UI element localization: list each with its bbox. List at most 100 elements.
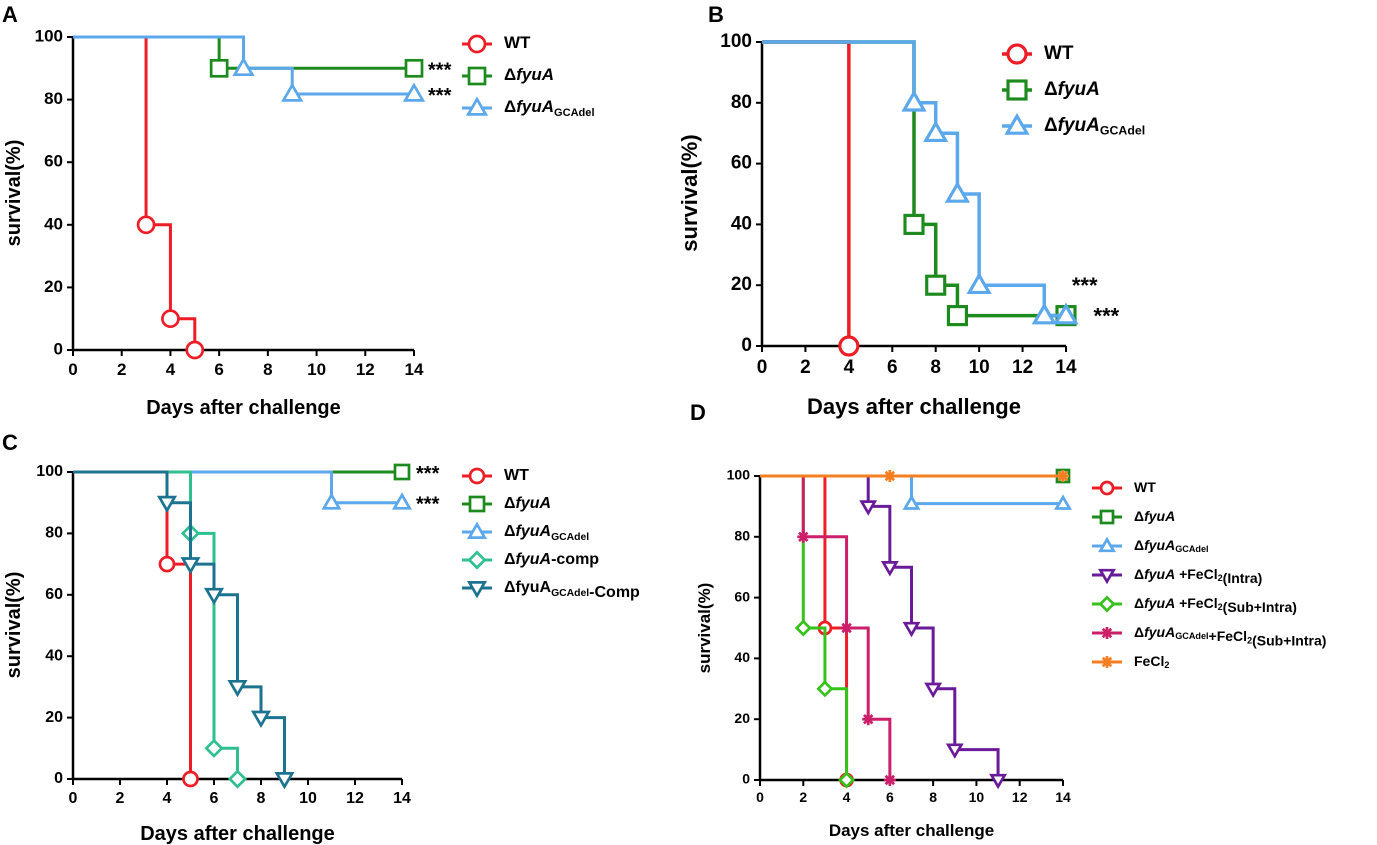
series-line bbox=[73, 470, 402, 505]
x-tick-label: 6 bbox=[886, 789, 894, 805]
legend-subscript: GCAdel bbox=[551, 532, 589, 543]
significance-annotation: *** bbox=[428, 59, 452, 81]
x-tick-label: 10 bbox=[969, 357, 990, 378]
y-tick-label: 40 bbox=[45, 647, 63, 664]
marker-asterisk bbox=[862, 713, 875, 726]
marker-square bbox=[468, 495, 486, 513]
legend-label: ΔfyuAGCAdel bbox=[1134, 537, 1209, 555]
marker-triangle bbox=[391, 492, 413, 510]
series-3 bbox=[760, 474, 1008, 790]
marker-inverted-triangle bbox=[989, 773, 1008, 790]
panel-b: B 0 2 4 6 8 10 12 14 0 20 40 60 80 100 Days after chall… bbox=[677, 2, 1145, 419]
legend-name: Δ bbox=[504, 495, 516, 512]
marker-triangle bbox=[1098, 536, 1116, 553]
y-tick-label: 20 bbox=[734, 710, 750, 726]
marker-triangle bbox=[923, 120, 949, 142]
legend-label: ΔfyuA bbox=[504, 495, 551, 512]
legend-italic: fyuA bbox=[516, 65, 554, 84]
marker-diamond bbox=[816, 680, 834, 698]
marker-triangle bbox=[901, 89, 927, 112]
marker-inverted-triangle bbox=[880, 561, 899, 577]
x-tick-label: 8 bbox=[929, 789, 937, 805]
y-tick-label: 100 bbox=[727, 467, 751, 483]
legend-item: ΔfyuAGCAdel-Comp bbox=[462, 579, 640, 601]
x-tick-label: 10 bbox=[307, 360, 326, 379]
marker-inverted-triangle bbox=[902, 621, 921, 638]
marker-asterisk bbox=[797, 530, 810, 543]
marker-square bbox=[925, 274, 947, 296]
panel-label: B bbox=[708, 2, 724, 27]
marker-triangle bbox=[402, 82, 426, 102]
legend-italic: fyuA bbox=[516, 97, 554, 116]
legend-subscript-2: 2 bbox=[1164, 661, 1169, 671]
x-axis-label: Days after challenge bbox=[807, 394, 1021, 419]
marker-circle bbox=[467, 34, 487, 54]
y-tick-label: 80 bbox=[44, 89, 63, 108]
series-2 bbox=[73, 35, 426, 102]
marker-circle bbox=[185, 340, 205, 360]
marker-inverted-triangle bbox=[227, 679, 248, 698]
x-tick-label: 12 bbox=[356, 360, 375, 379]
marker-circle bbox=[1006, 43, 1028, 65]
marker-asterisk bbox=[1101, 627, 1113, 639]
legend-italic: fyuA bbox=[1144, 595, 1175, 611]
x-tick-label: 12 bbox=[1012, 357, 1033, 378]
legend-name: ΔfyuA bbox=[504, 579, 552, 596]
legend-label: ΔfyuA bbox=[504, 65, 554, 84]
marker-triangle bbox=[466, 521, 488, 539]
series-5 bbox=[760, 474, 896, 786]
legend-item: ΔfyuA bbox=[1002, 79, 1100, 101]
series-2 bbox=[73, 470, 413, 510]
legend-item: ΔfyuA-comp bbox=[462, 550, 599, 570]
legend-label: ΔfyuA bbox=[1134, 508, 1175, 524]
y-axis-label: survival(%) bbox=[695, 583, 714, 674]
marker-circle bbox=[468, 467, 486, 485]
marker-triangle bbox=[944, 180, 971, 203]
asterisk-stroke bbox=[1101, 656, 1113, 668]
legend: WT ΔfyuA ΔfyuA GCAdel ΔfyuA-comp ΔfyuAGCAdel-… bbox=[462, 467, 640, 601]
legend-subscript-2: 2 bbox=[1218, 574, 1223, 584]
marker-square bbox=[393, 463, 411, 481]
series-0 bbox=[762, 40, 860, 357]
series-2 bbox=[762, 40, 1079, 325]
legend-name: Δ bbox=[1044, 115, 1058, 136]
marker-triangle bbox=[232, 56, 255, 77]
significance-annotation: *** bbox=[428, 85, 452, 107]
marker-square bbox=[1099, 509, 1115, 525]
legend-item: ΔfyuA bbox=[1092, 508, 1175, 525]
legend-name: Δ bbox=[504, 523, 516, 540]
asterisk-stroke bbox=[798, 531, 809, 542]
x-tick-label: 0 bbox=[68, 360, 77, 379]
asterisk-stroke bbox=[863, 714, 874, 725]
x-tick-label: 0 bbox=[69, 790, 78, 807]
x-tick-label: 4 bbox=[163, 790, 172, 807]
panel-label: C bbox=[2, 430, 18, 455]
x-tick-label: 4 bbox=[166, 360, 176, 379]
marker-asterisk bbox=[840, 622, 853, 634]
x-tick-label: 14 bbox=[405, 360, 424, 379]
series-0 bbox=[73, 35, 205, 360]
x-tick-label: 2 bbox=[116, 790, 125, 807]
legend-italic: fyuA bbox=[1058, 115, 1100, 136]
legend-label: ΔfyuA bbox=[1044, 79, 1100, 100]
legend-suffix: +FeCl bbox=[1175, 566, 1217, 582]
asterisk-stroke bbox=[884, 470, 896, 482]
y-tick-label: 20 bbox=[45, 709, 63, 726]
legend-name: Δ bbox=[1134, 595, 1144, 611]
legend-item: ΔfyuAGCAdel bbox=[462, 96, 595, 119]
y-axis-label: survival(%) bbox=[677, 134, 702, 251]
marker-square bbox=[467, 66, 487, 86]
y-tick-label: 0 bbox=[741, 335, 752, 356]
legend-name: FeCl bbox=[1134, 653, 1164, 669]
x-tick-label: 14 bbox=[1055, 357, 1077, 378]
panel-a: A 0 2 4 6 8 10 12 14 0 20 40 60 80 100 Days after chall… bbox=[2, 2, 595, 419]
x-axis-label: Days after challenge bbox=[829, 821, 994, 840]
legend-tail: (Sub+Intra) bbox=[1252, 632, 1326, 648]
y-tick-label: 60 bbox=[734, 588, 750, 604]
legend-name: WT bbox=[504, 467, 529, 484]
legend-item: ΔfyuA bbox=[462, 65, 554, 86]
legend-item: FeCl2 bbox=[1092, 653, 1169, 671]
y-tick-label: 40 bbox=[734, 649, 750, 665]
marker-diamond bbox=[1098, 595, 1116, 613]
series-line bbox=[762, 40, 851, 346]
